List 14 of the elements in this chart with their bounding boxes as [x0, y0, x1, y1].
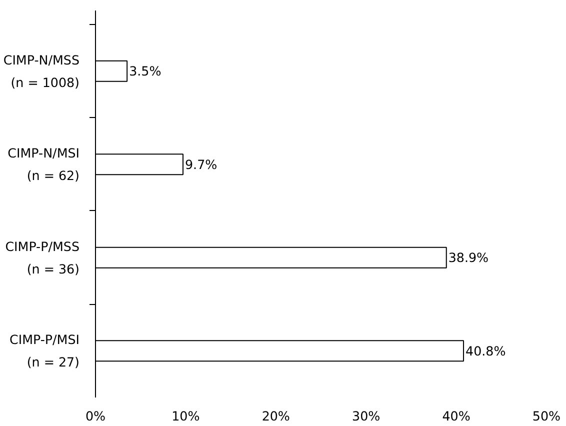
data-label: 38.9%: [448, 250, 489, 266]
x-tick-label: 50%: [532, 408, 561, 424]
data-label: 40.8%: [466, 343, 506, 358]
data-label: 3.5%: [129, 64, 162, 79]
y-tick-label: CIMP-N/MSI (n = 62): [8, 146, 80, 184]
x-tick-label: 40%: [442, 408, 470, 424]
y-tick-label: CIMP-P/MSS (n = 36): [5, 238, 80, 276]
y-tick-label: CIMP-N/MSS (n = 1008): [3, 52, 80, 90]
x-tick-label: 20%: [262, 408, 290, 424]
x-tick-label: 0%: [85, 408, 106, 424]
y-tick-label: CIMP-P/MSI (n = 27): [10, 332, 80, 370]
x-tick-label: 30%: [352, 408, 380, 424]
data-label: 9.7%: [184, 156, 218, 172]
x-tick-label: 10%: [172, 408, 200, 424]
